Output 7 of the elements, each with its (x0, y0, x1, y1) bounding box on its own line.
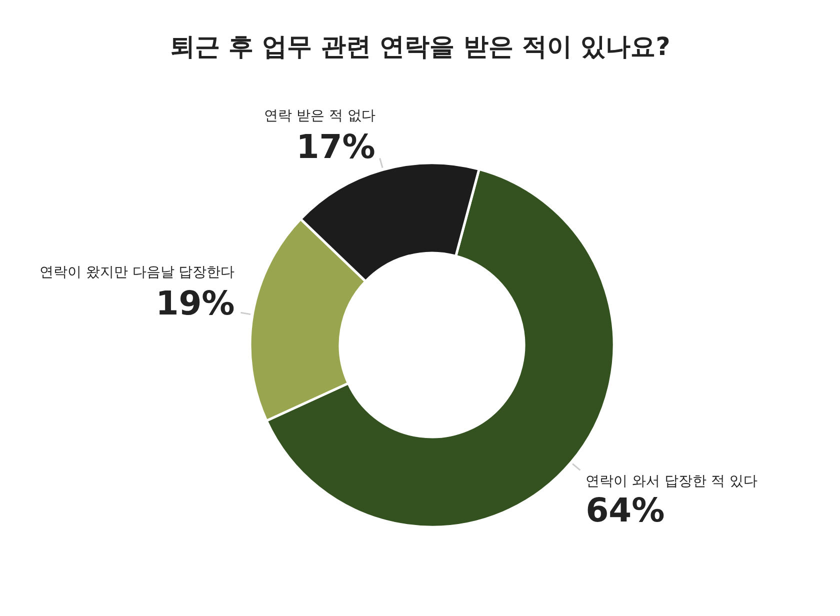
data-label: 64% (586, 490, 665, 530)
slice-label: 연락이 와서 답장한 적 있다 (586, 474, 758, 490)
data-label: 17% (296, 127, 376, 166)
slice-label: 연락 받은 적 없다 (264, 108, 376, 124)
slice-label: 연락이 왔지만 다음날 답장한다 (39, 264, 235, 280)
chart-title: 퇴근 후 업무 관련 연락을 받은 적이 있나요? (170, 30, 670, 62)
data-label: 19% (156, 283, 235, 322)
